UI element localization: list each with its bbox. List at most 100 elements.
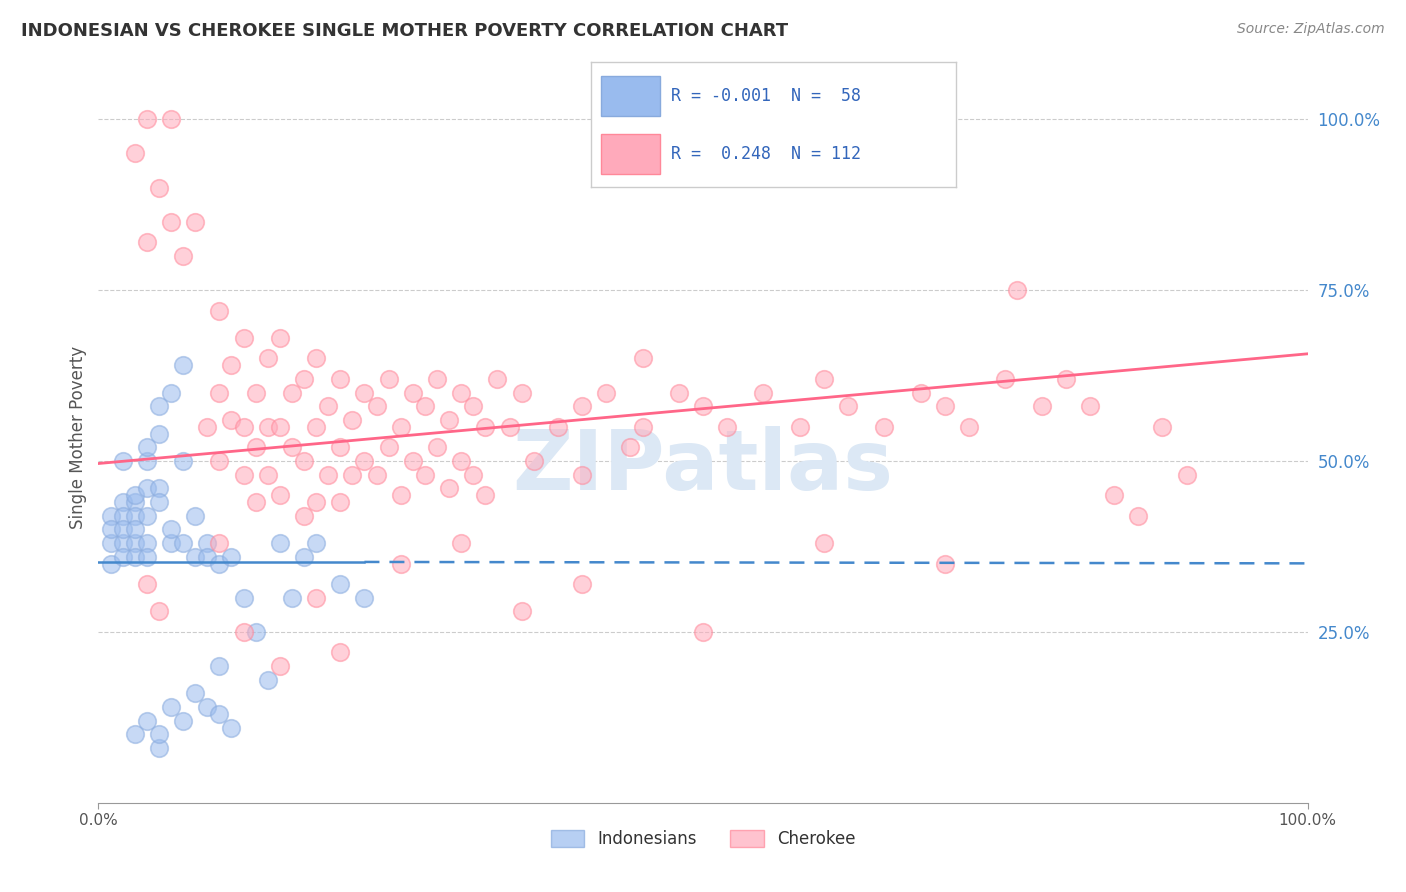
Point <box>366 400 388 414</box>
Point <box>232 420 254 434</box>
Point <box>269 420 291 434</box>
Point <box>329 645 352 659</box>
Point <box>329 372 352 386</box>
Point <box>342 467 364 482</box>
Point <box>172 714 194 728</box>
Point <box>329 577 352 591</box>
Point <box>463 467 485 482</box>
Point <box>135 508 157 523</box>
Point <box>160 536 183 550</box>
Point <box>160 522 183 536</box>
Point <box>413 400 436 414</box>
Point <box>148 741 170 756</box>
Point <box>426 440 449 454</box>
Point <box>1054 372 1077 386</box>
Point <box>413 467 436 482</box>
Point <box>148 481 170 495</box>
Point <box>305 495 328 509</box>
Point <box>148 400 170 414</box>
Point <box>135 481 157 495</box>
Point <box>437 481 460 495</box>
Point <box>124 146 146 161</box>
FancyBboxPatch shape <box>602 76 659 116</box>
Point <box>510 385 533 400</box>
Point <box>148 180 170 194</box>
Point <box>377 372 399 386</box>
Point <box>910 385 932 400</box>
FancyBboxPatch shape <box>602 134 659 174</box>
Point <box>111 508 134 523</box>
Point <box>463 400 485 414</box>
Point <box>292 549 315 564</box>
Point <box>111 495 134 509</box>
Point <box>523 454 546 468</box>
Point <box>305 536 328 550</box>
Y-axis label: Single Mother Poverty: Single Mother Poverty <box>69 345 87 529</box>
Point <box>269 536 291 550</box>
Point <box>450 385 472 400</box>
Point <box>342 413 364 427</box>
Point <box>172 249 194 263</box>
Point <box>281 440 304 454</box>
Point <box>208 536 231 550</box>
Point <box>256 420 278 434</box>
Point <box>486 372 509 386</box>
Point <box>292 372 315 386</box>
Point <box>813 372 835 386</box>
Point <box>256 673 278 687</box>
Point <box>195 536 218 550</box>
Text: R =  0.248  N = 112: R = 0.248 N = 112 <box>671 145 860 162</box>
Point <box>752 385 775 400</box>
Point <box>450 454 472 468</box>
Point <box>994 372 1017 386</box>
Text: ZIPatlas: ZIPatlas <box>513 425 893 507</box>
Point <box>269 659 291 673</box>
Point <box>124 536 146 550</box>
Point <box>135 549 157 564</box>
Point <box>100 557 122 571</box>
Point <box>716 420 738 434</box>
Point <box>160 112 183 127</box>
Point <box>316 467 339 482</box>
Point <box>232 467 254 482</box>
Point <box>934 400 956 414</box>
Point <box>329 495 352 509</box>
Text: R = -0.001  N =  58: R = -0.001 N = 58 <box>671 87 860 105</box>
Point <box>160 215 183 229</box>
Point <box>450 536 472 550</box>
Point <box>366 467 388 482</box>
Legend: Indonesians, Cherokee: Indonesians, Cherokee <box>543 822 863 856</box>
Point <box>172 359 194 373</box>
Point <box>111 536 134 550</box>
Point <box>389 420 412 434</box>
Point <box>619 440 641 454</box>
Point <box>111 549 134 564</box>
Point <box>474 420 496 434</box>
Point <box>135 454 157 468</box>
Point <box>160 700 183 714</box>
Point <box>221 413 243 427</box>
Point <box>547 420 569 434</box>
Point <box>135 714 157 728</box>
Point <box>208 706 231 721</box>
Point <box>1128 508 1150 523</box>
Text: INDONESIAN VS CHEROKEE SINGLE MOTHER POVERTY CORRELATION CHART: INDONESIAN VS CHEROKEE SINGLE MOTHER POV… <box>21 22 789 40</box>
Point <box>100 508 122 523</box>
Point <box>256 351 278 366</box>
Point <box>813 536 835 550</box>
Text: Source: ZipAtlas.com: Source: ZipAtlas.com <box>1237 22 1385 37</box>
Point <box>692 400 714 414</box>
Point <box>377 440 399 454</box>
Point <box>1175 467 1198 482</box>
Point <box>124 549 146 564</box>
Point <box>111 454 134 468</box>
Point <box>184 549 207 564</box>
Point <box>353 591 375 605</box>
Point <box>305 591 328 605</box>
Point <box>1102 488 1125 502</box>
Point <box>184 686 207 700</box>
Point <box>135 536 157 550</box>
Point <box>221 721 243 735</box>
Point <box>474 488 496 502</box>
Point <box>595 385 617 400</box>
